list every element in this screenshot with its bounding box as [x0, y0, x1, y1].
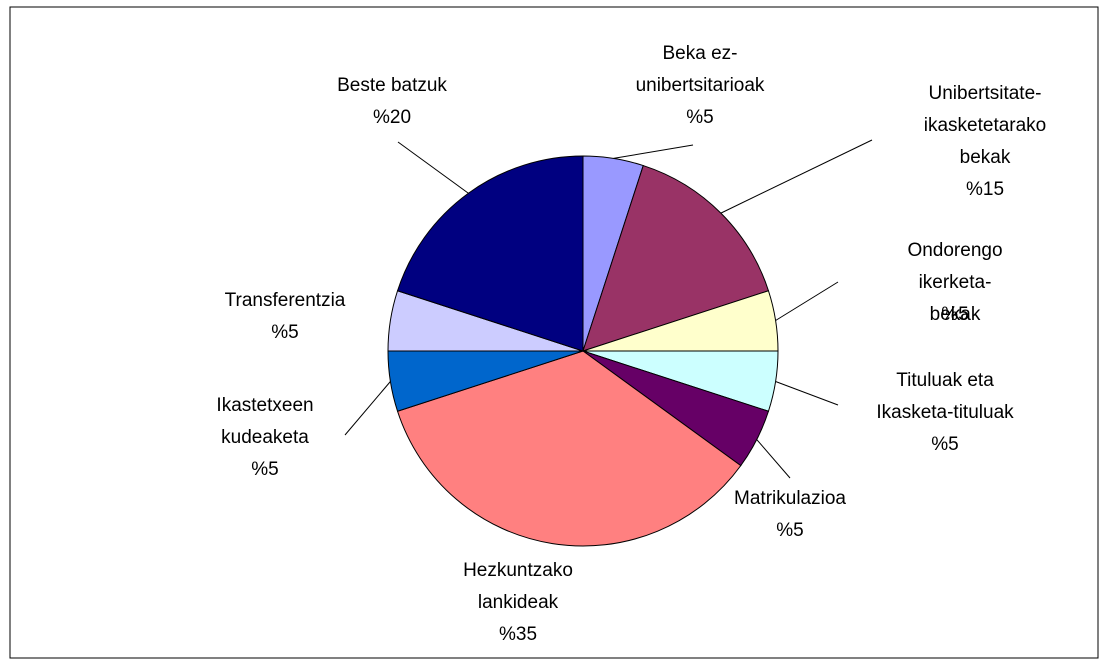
slice-label: Unibertsitate- ikasketetarako bekak [923, 83, 1047, 168]
slice-label: Ikastetxeen kudeaketa [216, 395, 314, 448]
pie-slice [582, 164, 770, 352]
slice-value-label: %35 [498, 624, 538, 645]
slice-label: Transferentzia [224, 290, 346, 311]
slice-label: Tituluak eta Ikasketa-tituluak [876, 370, 1014, 423]
slice-value-label: %5 [251, 459, 279, 480]
leader-line [613, 144, 694, 159]
slice-label: Hezkuntzako lankideak [463, 560, 573, 613]
leader-line [344, 381, 391, 436]
slice-value-label: %5 [686, 107, 714, 128]
leader-line [775, 381, 839, 406]
slice-value-label: %20 [372, 107, 412, 128]
slice-label: Beste batzuk [337, 75, 447, 96]
slice-value-label: %15 [965, 179, 1005, 200]
leader-line [397, 141, 469, 194]
slice-value-label: %5 [271, 322, 299, 343]
slice-label: Beka ez- unibertsitarioak [635, 43, 765, 96]
slice-label: Matrikulazioa [734, 488, 846, 509]
slice-value-label: %5 [931, 434, 959, 455]
leader-line [720, 139, 873, 214]
pie-slice [396, 350, 742, 547]
slice-label: Ondorengo ikerketa- bekak [907, 240, 1003, 325]
slice-value-label: %5 [776, 520, 804, 541]
leader-line [775, 281, 839, 321]
slice-value-label: %5 [941, 304, 969, 325]
pie-slice [396, 155, 584, 352]
leader-line [756, 439, 791, 479]
